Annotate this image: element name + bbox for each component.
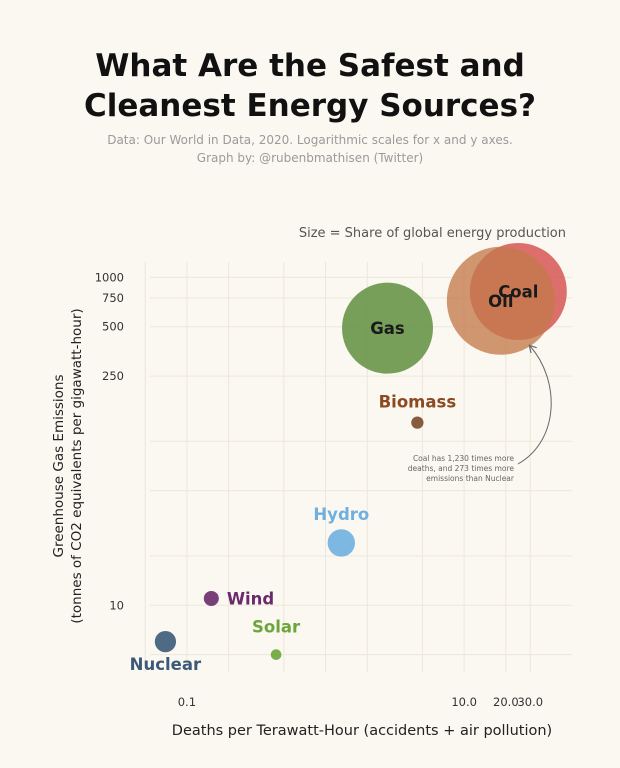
oil-label: Oil: [488, 292, 513, 311]
annotation-line-3: emissions than Nuclear: [426, 474, 515, 483]
hydro-bubble: [327, 529, 356, 557]
wind-label: Wind: [227, 589, 274, 608]
wind-bubble: [203, 590, 219, 606]
annotation: Coal has 1,230 times more deaths, and 27…: [408, 346, 552, 483]
title-line-1: What Are the Safest and: [95, 48, 525, 84]
x-tick-label: 30.0: [517, 695, 543, 709]
axis-ticks: 0.1 10.0 20.030.0 1000 750 500 250 10: [95, 270, 543, 709]
gas-label: Gas: [370, 319, 405, 338]
y-tick-label: 500: [102, 320, 124, 334]
annotation-arrow: [517, 346, 552, 465]
solar-label: Solar: [252, 618, 301, 637]
nuclear-label: Nuclear: [130, 655, 202, 674]
nuclear-bubble: [154, 630, 177, 653]
biomass-label: Biomass: [379, 392, 457, 411]
x-tick-label: 20.0: [493, 695, 519, 709]
solar-bubble: [270, 649, 282, 660]
title-line-2: Cleanest Energy Sources?: [83, 88, 537, 124]
x-tick-label: 0.1: [178, 695, 196, 709]
subtitle-credit: Graph by: @rubenbmathisen (Twitter): [196, 151, 424, 165]
x-axis-label: Deaths per Terawatt-Hour (accidents + ai…: [172, 723, 552, 739]
size-note: Size = Share of global energy production: [299, 226, 566, 241]
x-tick-label: 10.0: [451, 695, 477, 709]
y-tick-label: 750: [102, 291, 124, 305]
annotation-line-2: deaths, and 273 times more: [408, 464, 515, 473]
hydro-label: Hydro: [313, 505, 369, 524]
coal-label: Coal: [498, 282, 538, 301]
y-tick-label: 1000: [95, 270, 124, 284]
bubbles: [154, 242, 567, 660]
subtitle-source: Data: Our World in Data, 2020. Logarithm…: [107, 133, 513, 147]
y-axis-label-line2: (tonnes of CO2 equivalents per gigawatt-…: [69, 308, 85, 623]
oil-bubble: [446, 246, 555, 355]
y-tick-label: 250: [102, 369, 124, 383]
y-axis-label-line1: Greenhouse Gas Emissions: [51, 374, 67, 557]
biomass-bubble: [411, 416, 424, 429]
gas-bubble: [342, 282, 433, 374]
y-tick-label: 10: [109, 598, 124, 612]
annotation-line-1: Coal has 1,230 times more: [413, 454, 514, 463]
